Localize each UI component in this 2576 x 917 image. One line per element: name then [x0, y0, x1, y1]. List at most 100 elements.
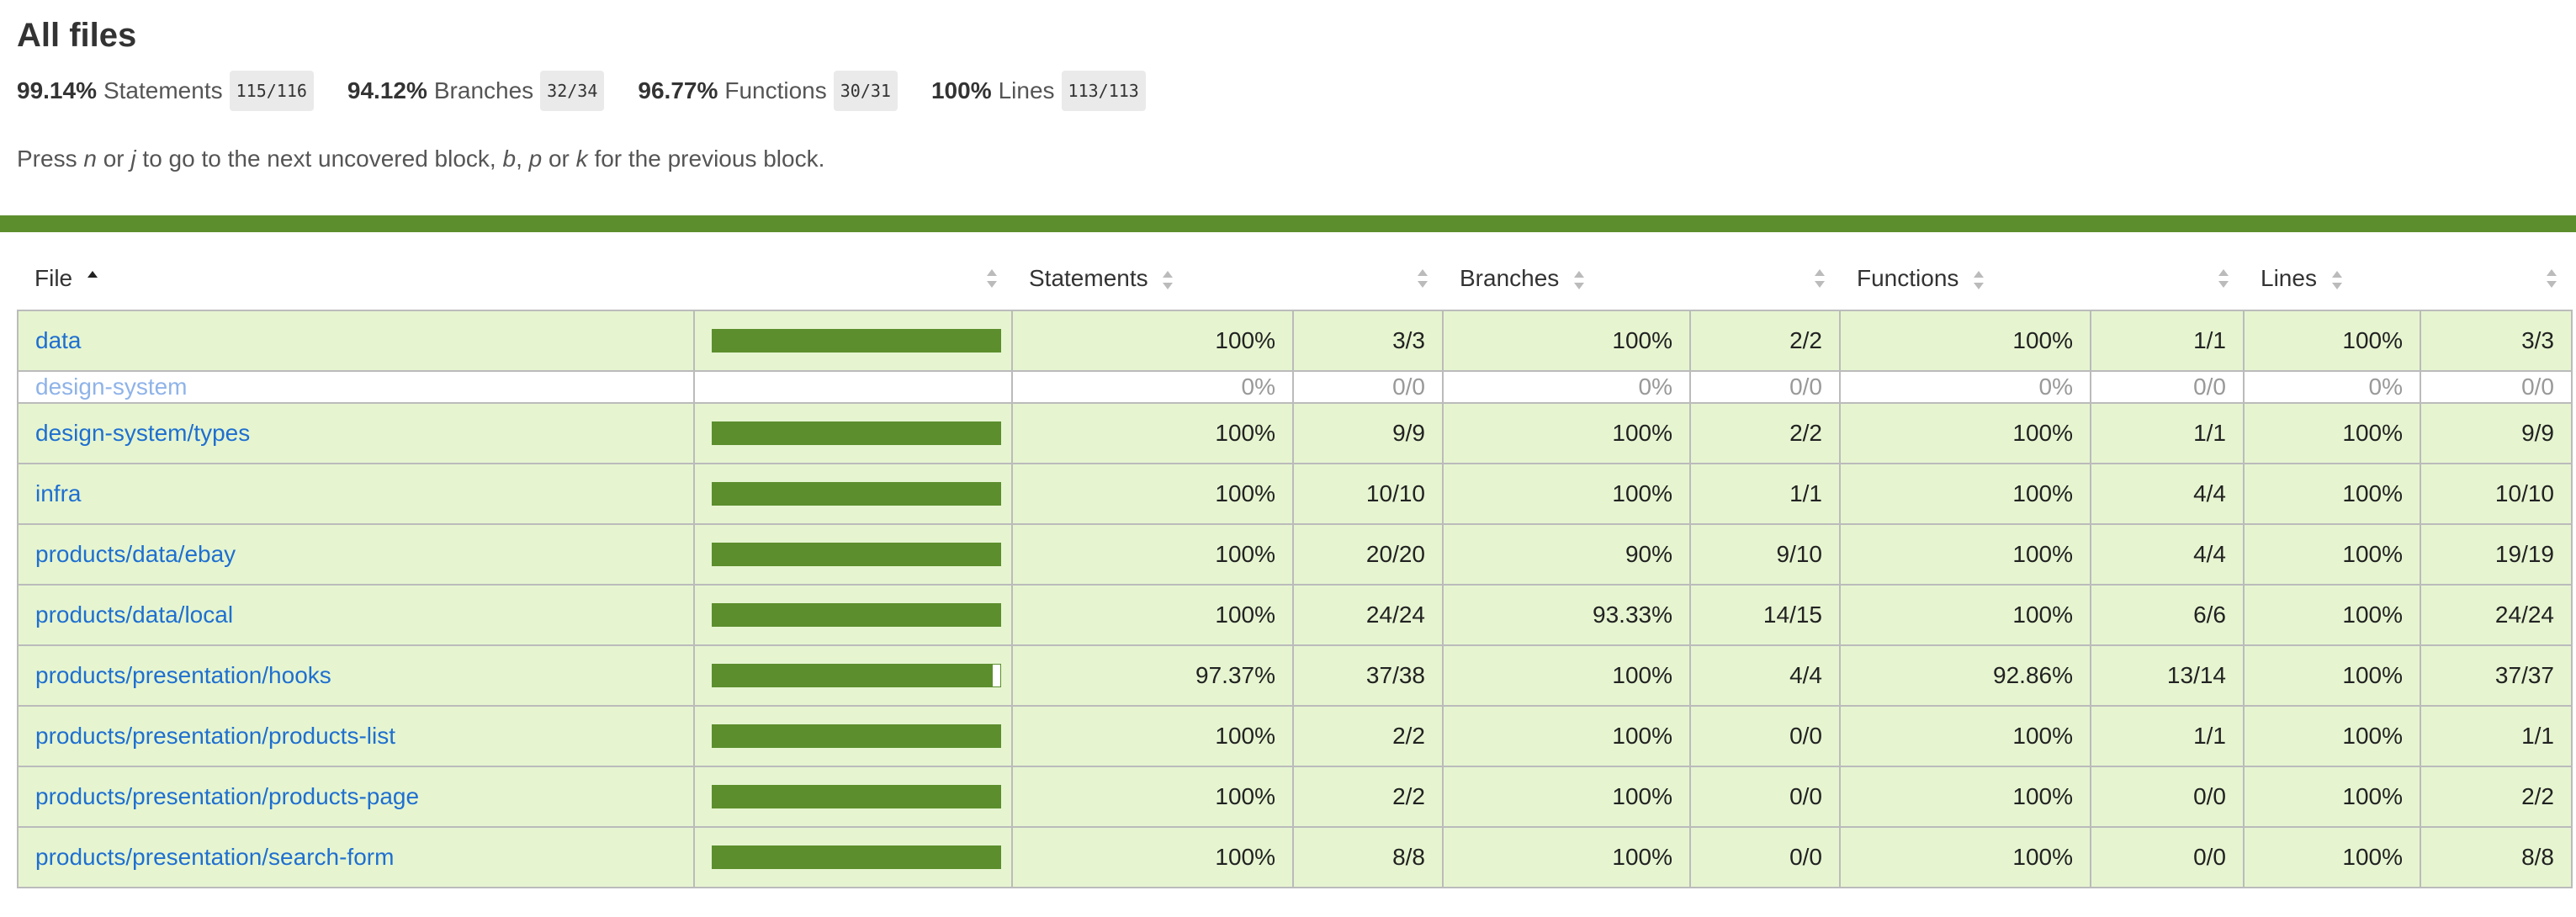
column-header-branches[interactable]: Branches: [1443, 247, 1690, 311]
column-header-lines[interactable]: Lines: [2244, 247, 2420, 311]
coverage-meter: [712, 724, 1001, 748]
header-label: Branches: [1460, 265, 1560, 291]
branches-fraction: 0/0: [1689, 370, 1841, 404]
table-row: infra 100% 10/10 100% 1/1 100% 4/4 100% 10/10: [17, 463, 2573, 525]
column-header-statements[interactable]: Statements: [1012, 247, 1293, 311]
file-cell: design-system/types: [17, 402, 695, 464]
lines-pct: 100%: [2243, 826, 2421, 888]
file-link[interactable]: data: [35, 327, 82, 353]
file-cell: products/presentation/products-page: [17, 766, 695, 828]
statements-fraction: 20/20: [1292, 523, 1444, 586]
sort-icon: [1974, 270, 1985, 289]
sort-icon: [1163, 270, 1174, 289]
coverage-meter-fill: [713, 543, 1000, 565]
file-cell: design-system: [17, 370, 695, 404]
coverage-meter: [712, 329, 1001, 352]
branches-pct: 100%: [1442, 402, 1691, 464]
header-label: Lines: [2261, 265, 2317, 291]
file-cell: products/presentation/hooks: [17, 644, 695, 707]
statements-pct: 100%: [1011, 826, 1294, 888]
lines-fraction: 8/8: [2420, 826, 2573, 888]
sort-icon: [2218, 269, 2229, 288]
sort-icon: [2547, 269, 2557, 288]
file-cell: data: [17, 310, 695, 372]
statements-pct: 100%: [1011, 463, 1294, 525]
file-link[interactable]: design-system: [35, 374, 188, 400]
functions-pct: 100%: [1839, 705, 2091, 767]
file-link[interactable]: products/data/local: [35, 602, 234, 628]
file-cell: products/presentation/products-list: [17, 705, 695, 767]
summary-label: Functions: [724, 77, 827, 103]
coverage-summary: 99.14% Statements 115/116 94.12% Branche…: [17, 71, 2559, 111]
summary-fraction: 30/31: [833, 71, 898, 111]
lines-fraction: 19/19: [2420, 523, 2573, 586]
lines-fraction: 0/0: [2420, 370, 2573, 404]
coverage-meter: [712, 664, 1001, 687]
functions-pct: 0%: [1839, 370, 2091, 404]
branches-fraction: 4/4: [1689, 644, 1841, 707]
table-row: products/data/ebay 100% 20/20 90% 9/10 100% 4/…: [17, 523, 2573, 586]
file-cell: products/data/local: [17, 584, 695, 646]
coverage-meter-fill: [713, 422, 1000, 444]
column-header-file-bar[interactable]: [694, 247, 1012, 311]
summary-pct: 100%: [930, 77, 992, 103]
functions-fraction: 0/0: [2090, 826, 2245, 888]
table-row: products/data/local 100% 24/24 93.33% 14/15 1…: [17, 584, 2573, 646]
coverage-bar-cell: [693, 705, 1013, 767]
functions-fraction: 1/1: [2090, 402, 2245, 464]
column-header-statements-raw[interactable]: [1293, 247, 1443, 311]
column-header-lines-raw[interactable]: [2420, 247, 2572, 311]
coverage-bar-cell: [693, 402, 1013, 464]
table-row: design-system/types 100% 9/9 100% 2/2 100% 1/1…: [17, 402, 2573, 464]
statements-pct: 100%: [1011, 402, 1294, 464]
functions-fraction: 13/14: [2090, 644, 2245, 707]
coverage-meter-fill: [713, 483, 1000, 505]
coverage-meter-fill: [713, 665, 993, 686]
functions-pct: 100%: [1839, 310, 2091, 372]
file-link[interactable]: infra: [35, 480, 82, 506]
branches-fraction: 0/0: [1689, 705, 1841, 767]
file-link[interactable]: design-system/types: [35, 420, 251, 446]
branches-fraction: 14/15: [1689, 584, 1841, 646]
lines-fraction: 1/1: [2420, 705, 2573, 767]
statements-fraction: 0/0: [1292, 370, 1444, 404]
column-header-file[interactable]: File: [18, 247, 694, 311]
header-label: File: [34, 265, 73, 291]
lines-pct: 100%: [2243, 584, 2421, 646]
statements-pct: 100%: [1011, 584, 1294, 646]
statements-pct: 97.37%: [1011, 644, 1294, 707]
functions-fraction: 1/1: [2090, 705, 2245, 767]
lines-fraction: 24/24: [2420, 584, 2573, 646]
lines-pct: 0%: [2243, 370, 2421, 404]
coverage-meter: [712, 482, 1001, 506]
column-header-branches-raw[interactable]: [1690, 247, 1840, 311]
branches-fraction: 9/10: [1689, 523, 1841, 586]
branches-pct: 93.33%: [1442, 584, 1691, 646]
file-link[interactable]: products/presentation/search-form: [35, 844, 395, 870]
file-link[interactable]: products/presentation/hooks: [35, 662, 331, 688]
statements-fraction: 8/8: [1292, 826, 1444, 888]
column-header-functions-raw[interactable]: [2091, 247, 2244, 311]
coverage-meter: [712, 603, 1001, 627]
file-link[interactable]: products/presentation/products-page: [35, 783, 420, 809]
file-link[interactable]: products/presentation/products-list: [35, 723, 395, 749]
lines-pct: 100%: [2243, 644, 2421, 707]
functions-pct: 92.86%: [1839, 644, 2091, 707]
lines-fraction: 10/10: [2420, 463, 2573, 525]
functions-pct: 100%: [1839, 402, 2091, 464]
branches-fraction: 0/0: [1689, 826, 1841, 888]
lines-pct: 100%: [2243, 310, 2421, 372]
lines-pct: 100%: [2243, 766, 2421, 828]
coverage-bar-cell: [693, 766, 1013, 828]
coverage-meter-fill: [713, 725, 1000, 747]
branches-fraction: 2/2: [1689, 310, 1841, 372]
coverage-meter: [712, 421, 1001, 445]
column-header-functions[interactable]: Functions: [1840, 247, 2091, 311]
file-link[interactable]: products/data/ebay: [35, 541, 236, 567]
functions-fraction: 1/1: [2090, 310, 2245, 372]
file-cell: infra: [17, 463, 695, 525]
branches-pct: 100%: [1442, 766, 1691, 828]
summary-fraction: 32/34: [540, 71, 605, 111]
file-cell: products/data/ebay: [17, 523, 695, 586]
summary-label: Statements: [103, 77, 223, 103]
